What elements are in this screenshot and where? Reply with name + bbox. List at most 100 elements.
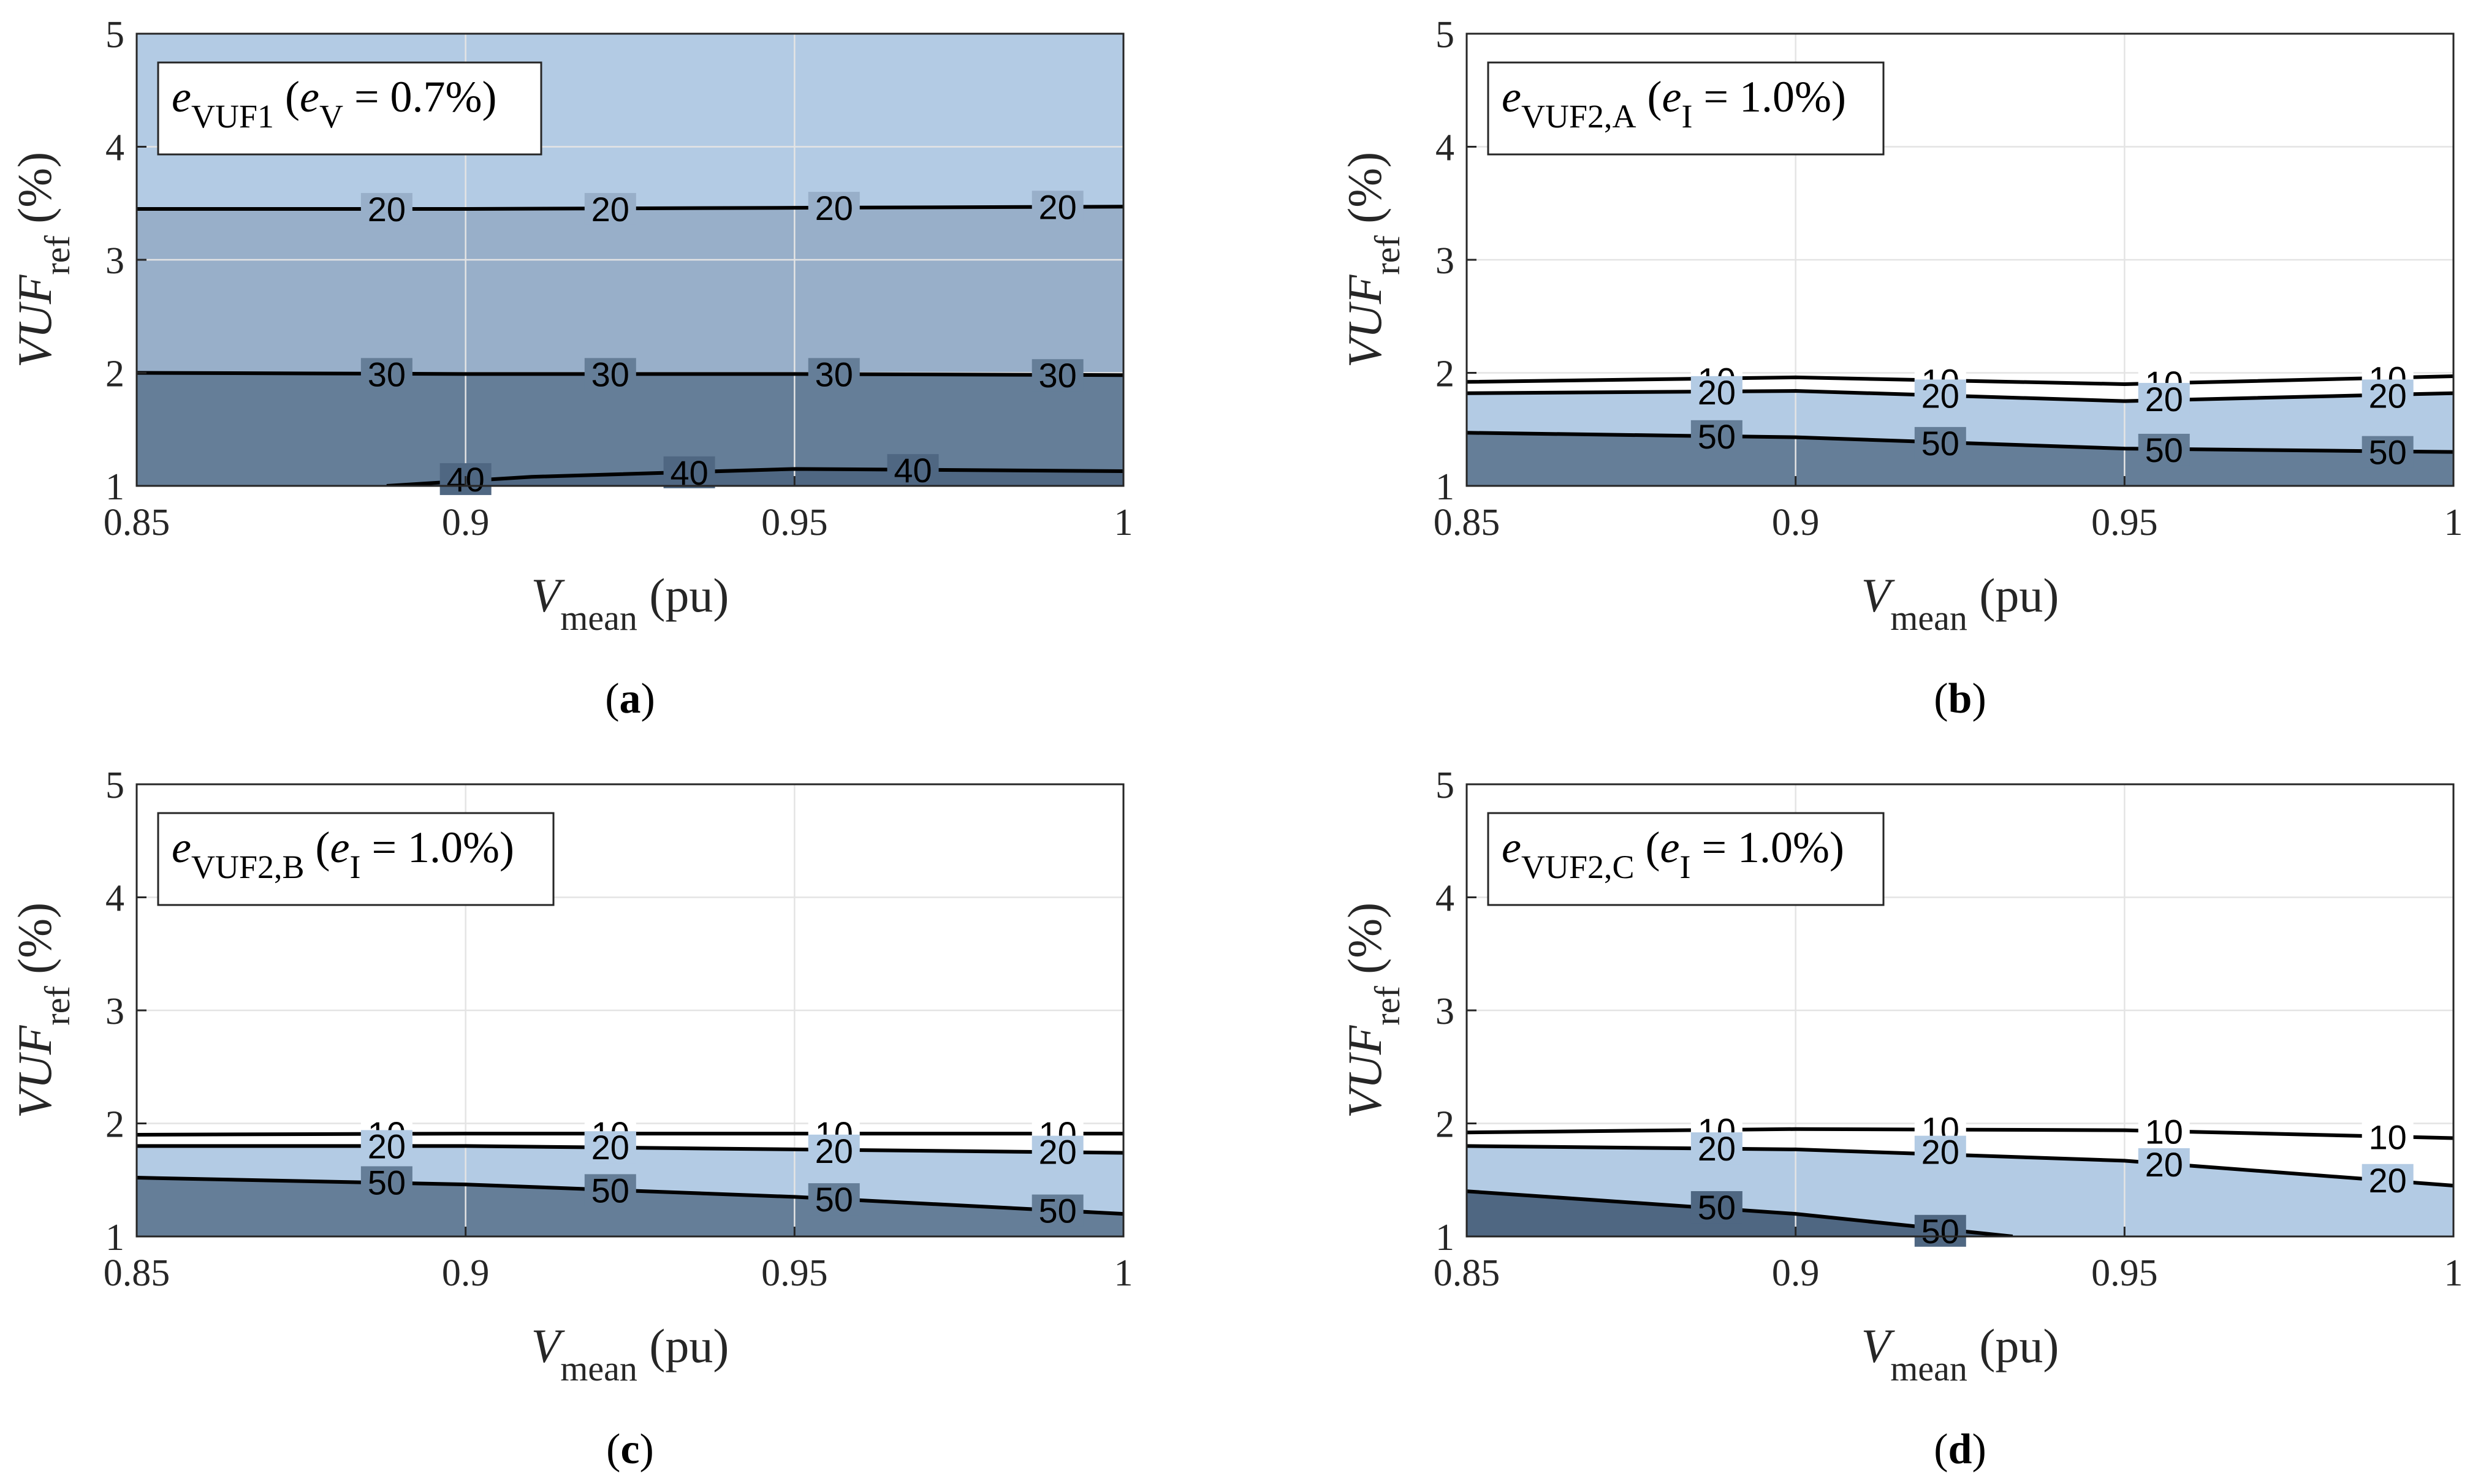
- contour-label-50: 50: [1921, 1212, 1959, 1251]
- x-tick-label: 0.95: [2091, 1252, 2158, 1294]
- x-axis-label: Vmean (pu): [1861, 1319, 2059, 1388]
- x-tick-label: 0.9: [1772, 502, 1820, 543]
- y-tick-label: 2: [105, 1104, 124, 1146]
- y-tick-label: 3: [1435, 991, 1454, 1032]
- contour-label-bg: [1690, 1132, 1742, 1165]
- contour-label-bg: [1914, 1214, 1966, 1247]
- contour-label-bg: [2138, 1115, 2190, 1148]
- contour-label-50: 50: [2369, 433, 2407, 472]
- y-tick-label: 1: [1435, 1217, 1454, 1259]
- x-tick-label: 1: [1114, 502, 1133, 543]
- contour-label-20: 20: [2145, 380, 2183, 418]
- contour-label-bg: [584, 358, 636, 390]
- contour-label-bg: [584, 1174, 636, 1206]
- y-tick-label: 1: [1435, 466, 1454, 508]
- y-tick-label: 3: [105, 991, 124, 1032]
- contour-label-40: 40: [894, 451, 932, 490]
- panel-label-a: (a): [605, 675, 655, 722]
- contour-label-50: 50: [591, 1171, 629, 1210]
- y-tick-label: 2: [1435, 354, 1454, 395]
- contour-label-bg: [887, 454, 939, 486]
- contour-label-bg: [1032, 1135, 1084, 1168]
- contour-label-20: 20: [591, 1128, 629, 1167]
- contour-label-bg: [808, 1183, 860, 1216]
- y-tick-label: 4: [105, 127, 124, 169]
- contour-label-bg: [2362, 379, 2414, 412]
- contour-label-bg: [1914, 379, 1966, 412]
- contour-label-bg: [663, 456, 715, 488]
- contour-label-bg: [360, 1166, 412, 1198]
- x-axis-label: Vmean (pu): [1861, 569, 2059, 638]
- contour-label-bg: [2138, 1148, 2190, 1180]
- y-axis-label: VUFref (%): [1338, 903, 1407, 1118]
- contour-label-30: 30: [591, 355, 629, 393]
- contour-label-bg: [2138, 433, 2190, 466]
- contour-label-bg: [360, 192, 412, 225]
- panel-label-b: (b): [1934, 675, 1986, 722]
- contour-label-bg: [1032, 359, 1084, 392]
- contour-label-50: 50: [1698, 417, 1736, 456]
- x-tick-label: 0.85: [104, 1252, 170, 1294]
- y-tick-label: 4: [1435, 878, 1454, 920]
- legend-box: [1487, 61, 1885, 156]
- contour-label-50: 50: [1921, 424, 1959, 463]
- contour-label-20: 20: [1039, 1133, 1077, 1172]
- contour-label-30: 30: [368, 355, 406, 393]
- y-tick-label: 3: [105, 240, 124, 282]
- y-axis-label: VUFref (%): [8, 903, 77, 1118]
- contour-label-50: 50: [2145, 431, 2183, 469]
- contour-label-20: 20: [2145, 1145, 2183, 1184]
- contour-label-50: 50: [1698, 1188, 1736, 1227]
- legend-label: eVUF2,B (eI = 1.0%): [172, 823, 514, 885]
- y-tick-label: 2: [105, 354, 124, 395]
- legend-label: eVUF1 (eV = 0.7%): [172, 72, 497, 135]
- contour-label-bg: [808, 192, 860, 224]
- x-tick-label: 0.9: [442, 502, 490, 543]
- legend-box: [157, 812, 555, 906]
- contour-label-bg: [808, 1134, 860, 1167]
- contour-label-bg: [584, 192, 636, 225]
- y-axis-label: VUFref (%): [8, 152, 77, 368]
- contour-label-bg: [1914, 1135, 1966, 1168]
- contour-label-30: 30: [1039, 356, 1077, 395]
- panel-label-d: (d): [1934, 1426, 1986, 1473]
- contour-label-20: 20: [1698, 373, 1736, 412]
- y-tick-label: 4: [1435, 127, 1454, 169]
- contour-label-50: 50: [368, 1163, 406, 1202]
- contour-label-bg: [808, 358, 860, 390]
- contour-label-bg: [2362, 1121, 2414, 1153]
- contour-label-bg: [1914, 426, 1966, 459]
- contour-label-20: 20: [591, 190, 629, 229]
- contour-label-20: 20: [2369, 1161, 2407, 1200]
- contour-label-30: 30: [815, 355, 853, 393]
- contour-band-30-a: [137, 373, 1123, 486]
- contour-label-20: 20: [368, 1127, 406, 1165]
- y-tick-label: 1: [105, 466, 124, 508]
- x-tick-label: 1: [2444, 1252, 2463, 1294]
- x-tick-label: 1: [1114, 1252, 1133, 1294]
- contour-label-bg: [1690, 420, 1742, 452]
- legend-label: eVUF2,C (eI = 1.0%): [1502, 823, 1844, 885]
- contour-label-20: 20: [1039, 187, 1077, 226]
- contour-band-50-d: [1467, 1191, 2453, 1236]
- contour-label-bg: [2362, 1164, 2414, 1196]
- legend-label: eVUF2,A (eI = 1.0%): [1502, 72, 1846, 135]
- contour-label-20: 20: [368, 190, 406, 229]
- x-tick-label: 0.85: [104, 502, 170, 543]
- contour-label-bg: [1032, 1194, 1084, 1227]
- x-tick-label: 0.85: [1434, 502, 1500, 543]
- contour-label-10: 10: [2369, 1118, 2407, 1157]
- y-tick-label: 5: [105, 14, 124, 56]
- panel-label-c: (c): [606, 1426, 654, 1473]
- contour-label-20: 20: [1921, 376, 1959, 415]
- contour-label-bg: [1032, 191, 1084, 223]
- contour-label-bg: [584, 1131, 636, 1164]
- x-tick-label: 1: [2444, 502, 2463, 543]
- x-tick-label: 0.9: [1772, 1252, 1820, 1294]
- contour-label-bg: [1690, 376, 1742, 408]
- contour-label-50: 50: [1039, 1192, 1077, 1230]
- legend-box: [1487, 812, 1885, 906]
- contour-label-bg: [360, 358, 412, 390]
